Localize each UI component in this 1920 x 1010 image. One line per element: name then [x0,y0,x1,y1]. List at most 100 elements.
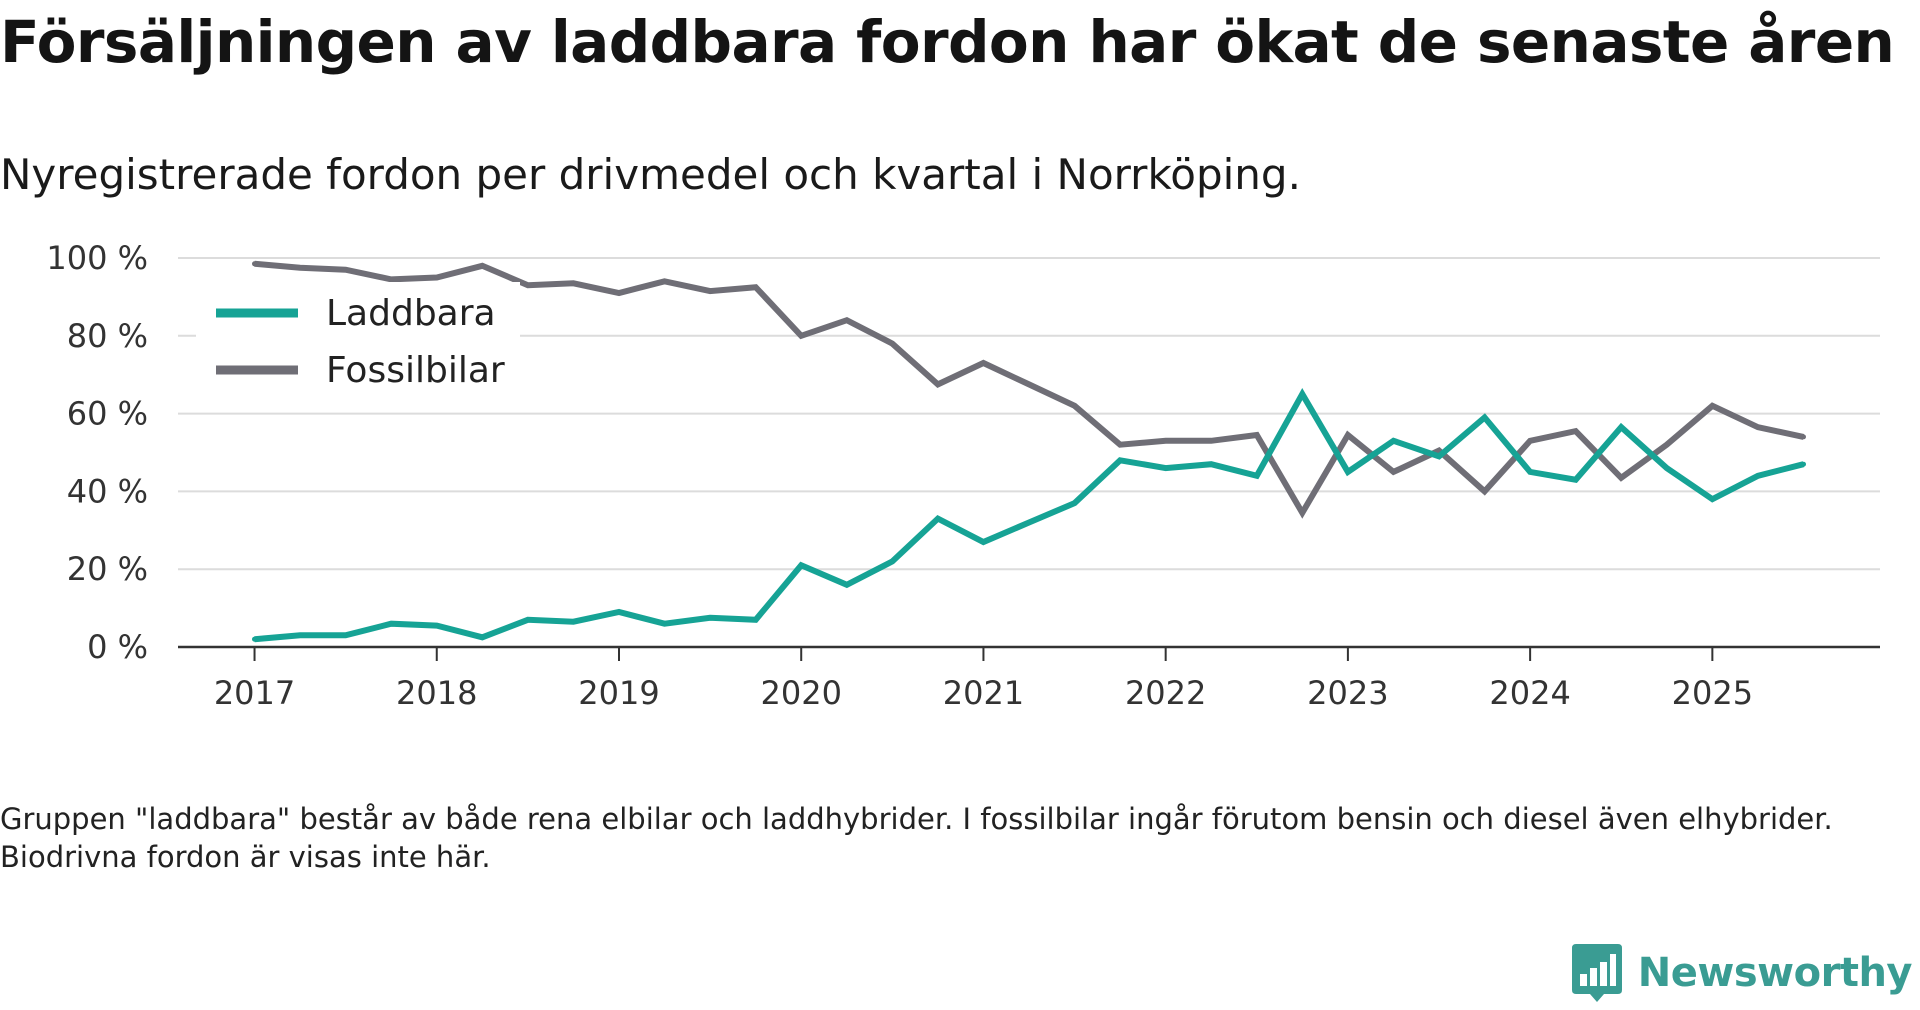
data-point-laddbara-0 [252,636,257,642]
x-tick-label-2017: 2017 [214,674,295,712]
data-point-fossilbilar-5 [479,263,485,269]
data-point-fossilbilar-0 [252,261,257,267]
data-point-fossilbilar-4 [434,275,440,280]
data-point-laddbara-5 [479,634,485,640]
data-point-fossilbilar-17 [1026,381,1032,387]
data-point-laddbara-34 [1801,461,1806,467]
chart-footnote: Gruppen "laddbara" består av både rena e… [0,802,1833,874]
data-point-laddbara-21 [1208,461,1214,467]
x-tick-label-2023: 2023 [1307,674,1388,712]
chart-subtitle: Nyregistrerade fordon per drivmedel och … [0,150,1301,199]
x-axis [178,645,1880,661]
data-point-laddbara-16 [980,539,986,545]
data-point-laddbara-18 [1072,500,1078,506]
data-point-fossilbilar-31 [1664,442,1670,448]
legend-background [196,282,520,400]
y-tick-label-100: 100 % [46,239,148,277]
data-point-laddbara-24 [1345,469,1351,475]
data-point-laddbara-17 [1026,520,1032,525]
data-point-laddbara-9 [662,621,667,627]
data-point-laddbara-26 [1436,453,1442,459]
data-point-fossilbilar-25 [1391,469,1396,475]
data-point-laddbara-7 [570,619,576,625]
data-point-laddbara-30 [1618,424,1624,430]
data-point-laddbara-23 [1299,391,1305,397]
data-point-laddbara-14 [889,558,895,564]
data-point-laddbara-15 [935,516,941,522]
data-point-laddbara-27 [1482,415,1488,420]
data-point-fossilbilar-13 [844,317,850,323]
data-point-fossilbilar-29 [1573,428,1579,434]
y-tick-label-0: 0 % [87,628,148,666]
legend: Laddbara Fossilbilar [196,282,520,400]
data-point-fossilbilar-30 [1618,475,1624,481]
brand-name: Newsworthy [1637,950,1913,996]
data-point-fossilbilar-1 [297,265,303,271]
data-point-laddbara-19 [1117,457,1123,463]
data-point-fossilbilar-23 [1299,510,1305,516]
data-point-fossilbilar-33 [1755,424,1761,430]
x-tick-label-2024: 2024 [1489,674,1570,712]
y-tick-label-80: 80 % [67,317,148,355]
x-tick-label-2025: 2025 [1672,674,1753,712]
data-point-laddbara-2 [343,632,349,638]
newsworthy-logo-icon [1571,944,1622,1002]
series-fossilbilar [252,260,1806,519]
x-tick-label-2019: 2019 [578,674,659,712]
data-series [252,260,1806,643]
data-point-laddbara-22 [1254,473,1260,479]
data-point-laddbara-25 [1391,438,1396,444]
data-point-laddbara-10 [707,615,713,621]
legend-label-laddbara: Laddbara [326,293,496,334]
data-point-laddbara-4 [434,623,440,629]
data-point-laddbara-33 [1755,473,1761,479]
x-tick-label-2020: 2020 [760,674,841,712]
data-point-laddbara-6 [525,617,531,623]
data-point-laddbara-29 [1573,477,1579,483]
data-point-laddbara-3 [388,621,394,627]
data-point-fossilbilar-19 [1117,442,1123,448]
data-point-fossilbilar-28 [1527,438,1533,444]
series-laddbara [252,388,1806,643]
data-point-laddbara-31 [1664,465,1670,471]
data-point-laddbara-20 [1163,465,1169,471]
data-point-fossilbilar-16 [980,360,986,366]
data-point-fossilbilar-20 [1163,438,1169,444]
data-point-laddbara-28 [1527,469,1533,475]
page-title: Försäljningen av laddbara fordon har öka… [0,8,1895,76]
line-chart: 0 % 20 % 40 % 60 % 80 % 100 % 2017 2018 2019 202… [46,239,1880,712]
data-point-laddbara-8 [616,609,622,615]
x-tick-label-2022: 2022 [1125,674,1206,712]
data-point-fossilbilar-9 [662,278,667,284]
data-point-fossilbilar-2 [343,267,349,273]
data-point-fossilbilar-34 [1801,434,1806,440]
data-point-fossilbilar-3 [388,276,394,282]
legend-label-fossilbilar: Fossilbilar [326,350,505,391]
data-point-laddbara-1 [297,632,303,638]
brand-logo[interactable]: Newsworthy [1570,942,1913,1004]
x-axis-labels: 2017 2018 2019 2020 2021 2022 2023 2024 2025 [214,674,1753,712]
data-point-laddbara-13 [844,582,850,588]
data-point-laddbara-32 [1709,496,1715,502]
data-point-fossilbilar-15 [935,381,941,387]
y-tick-label-60: 60 % [67,395,148,433]
y-axis-labels: 0 % 20 % 40 % 60 % 80 % 100 % [46,239,148,666]
data-point-fossilbilar-27 [1482,488,1488,494]
x-tick-label-2021: 2021 [943,674,1024,712]
y-tick-label-40: 40 % [67,472,148,510]
y-tick-label-20: 20 % [67,550,148,588]
data-point-fossilbilar-8 [616,290,622,296]
data-point-fossilbilar-10 [707,288,713,294]
data-point-fossilbilar-7 [570,280,576,286]
data-point-fossilbilar-22 [1254,432,1260,438]
data-point-fossilbilar-12 [798,333,804,339]
x-tick-label-2018: 2018 [396,674,477,712]
data-point-fossilbilar-32 [1709,403,1715,409]
data-point-fossilbilar-18 [1072,403,1078,409]
data-point-fossilbilar-21 [1208,438,1214,444]
data-point-fossilbilar-11 [753,284,759,290]
data-point-fossilbilar-24 [1345,432,1351,438]
data-point-fossilbilar-14 [889,341,895,347]
data-point-fossilbilar-6 [525,282,531,288]
data-point-laddbara-12 [798,562,804,568]
